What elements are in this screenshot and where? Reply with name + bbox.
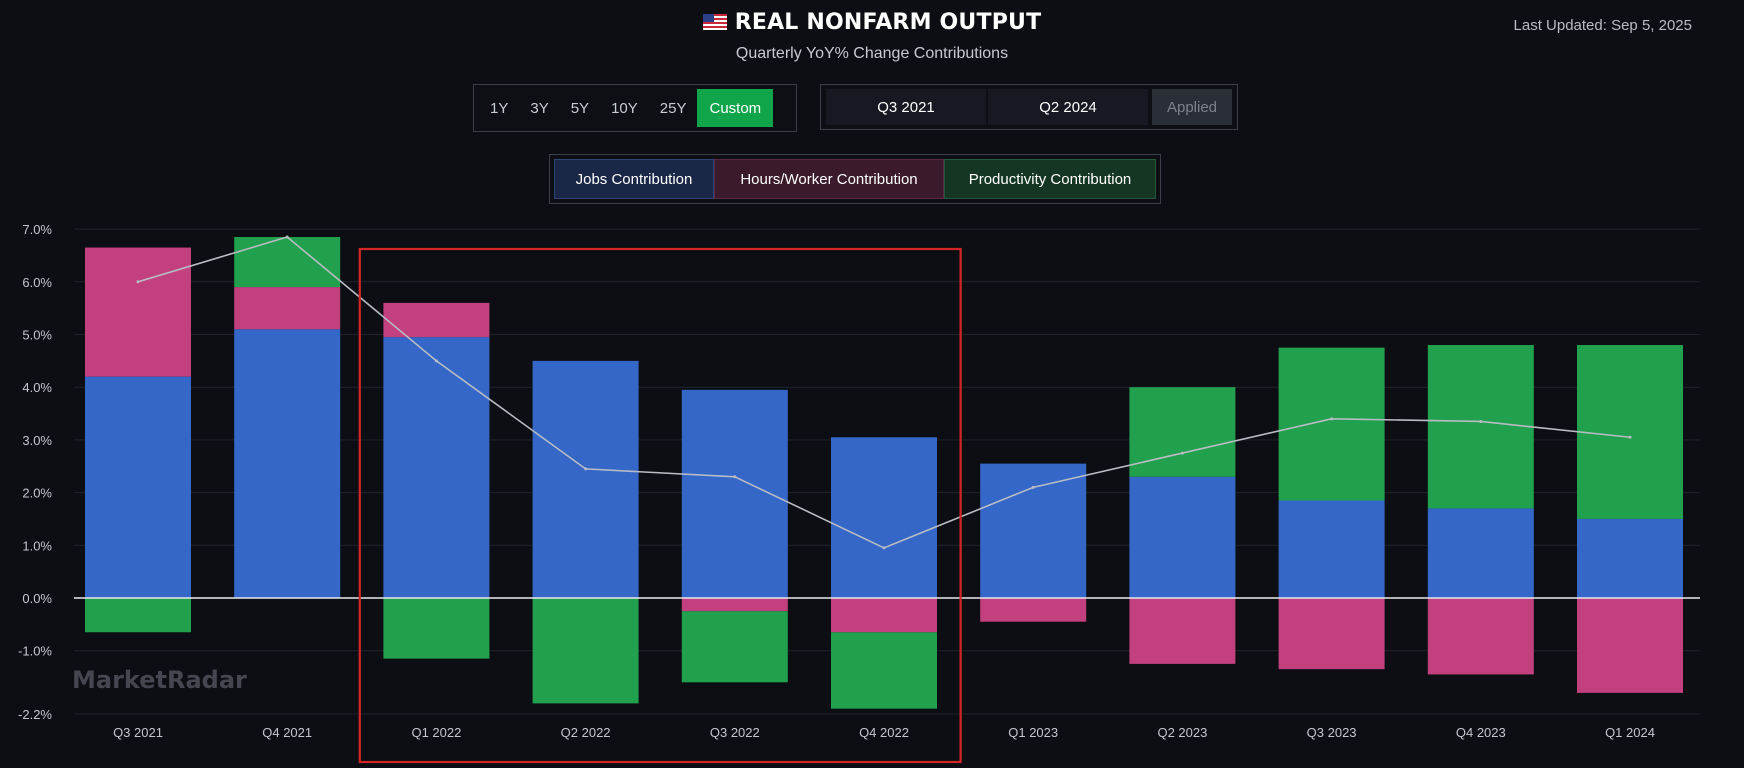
- total-output-point: [1180, 451, 1184, 455]
- bar-productivity: [383, 598, 490, 659]
- watermark: MarketRadar: [72, 666, 247, 694]
- total-output-point: [1628, 435, 1632, 439]
- x-tick-label: Q3 2022: [710, 725, 760, 740]
- bar-productivity: [1278, 347, 1385, 501]
- bar-hours: [1129, 598, 1236, 664]
- y-tick-label: 0.0%: [22, 591, 52, 606]
- x-tick-label: Q1 2023: [1008, 725, 1058, 740]
- bar-productivity: [234, 237, 341, 288]
- legend-hours-toggle[interactable]: Hours/Worker Contribution: [714, 159, 944, 199]
- y-tick-label: 5.0%: [22, 328, 52, 343]
- total-output-point: [1330, 417, 1334, 421]
- chart-header: REAL NONFARM OUTPUT Quarterly YoY% Chang…: [0, 10, 1744, 63]
- x-tick-label: Q3 2021: [113, 725, 163, 740]
- bar-productivity: [85, 598, 191, 633]
- x-tick-label: Q2 2023: [1157, 725, 1207, 740]
- bar-jobs: [85, 376, 191, 598]
- x-tick-label: Q4 2022: [859, 725, 909, 740]
- bar-productivity: [1129, 387, 1236, 477]
- bar-jobs: [1129, 476, 1236, 598]
- highlight-box: [358, 247, 962, 764]
- y-tick-label: -1.0%: [18, 644, 52, 659]
- total-output-point: [285, 235, 289, 239]
- bar-hours: [1427, 598, 1534, 675]
- range-custom-button[interactable]: Custom: [697, 89, 774, 127]
- range-selector: 1Y 3Y 5Y 10Y 25Y Custom: [473, 84, 797, 132]
- title-text: REAL NONFARM OUTPUT: [734, 10, 1042, 35]
- range-10y-button[interactable]: 10Y: [611, 99, 638, 117]
- x-tick-label: Q4 2023: [1456, 725, 1506, 740]
- bar-jobs: [532, 360, 639, 598]
- bar-hours: [681, 598, 788, 612]
- range-1y-button[interactable]: 1Y: [490, 99, 509, 117]
- x-tick-label: Q4 2021: [262, 725, 312, 740]
- bar-jobs: [1427, 508, 1534, 598]
- y-tick-label: 4.0%: [22, 380, 52, 395]
- total-output-point: [733, 475, 737, 479]
- bar-productivity: [831, 632, 937, 709]
- applied-button[interactable]: Applied: [1152, 89, 1232, 125]
- total-output-point: [136, 280, 140, 284]
- bar-productivity: [681, 611, 788, 683]
- bar-hours: [831, 598, 937, 633]
- bar-productivity: [1427, 345, 1534, 509]
- range-25y-button[interactable]: 25Y: [659, 99, 687, 117]
- start-date-field[interactable]: Q3 2021: [826, 89, 986, 125]
- end-date-field[interactable]: Q2 2024: [988, 89, 1148, 125]
- total-output-point: [882, 546, 886, 550]
- bar-hours: [383, 302, 490, 338]
- bar-jobs: [1577, 518, 1683, 598]
- y-tick-label: -2.2%: [18, 707, 52, 722]
- total-output-point: [1031, 485, 1035, 489]
- x-tick-label: Q1 2022: [411, 725, 461, 740]
- legend-jobs-toggle[interactable]: Jobs Contribution: [554, 159, 714, 199]
- series-legend: Jobs Contribution Hours/Worker Contribut…: [549, 154, 1161, 204]
- x-tick-label: Q1 2024: [1605, 725, 1655, 740]
- bar-hours: [980, 598, 1087, 622]
- bar-hours: [85, 247, 191, 377]
- total-output-point: [584, 467, 588, 471]
- y-tick-label: 6.0%: [22, 275, 52, 290]
- y-tick-label: 3.0%: [22, 433, 52, 448]
- page-title: REAL NONFARM OUTPUT: [0, 10, 1744, 35]
- bar-jobs: [980, 463, 1087, 598]
- us-flag-icon: [702, 14, 727, 30]
- total-output-point: [1479, 419, 1483, 423]
- bar-hours: [1577, 598, 1683, 693]
- total-output-point: [434, 359, 438, 363]
- x-tick-label: Q3 2023: [1307, 725, 1357, 740]
- legend-productivity-toggle[interactable]: Productivity Contribution: [944, 159, 1156, 199]
- bar-productivity: [1577, 345, 1683, 519]
- bar-productivity: [532, 598, 639, 704]
- bar-hours: [234, 287, 341, 330]
- range-3y-button[interactable]: 3Y: [530, 99, 549, 117]
- bar-jobs: [234, 329, 341, 598]
- last-updated: Last Updated: Sep 5, 2025: [1513, 17, 1692, 34]
- y-tick-label: 7.0%: [22, 222, 52, 237]
- range-5y-button[interactable]: 5Y: [570, 99, 590, 117]
- y-tick-label: 2.0%: [22, 486, 52, 501]
- page-subtitle: Quarterly YoY% Change Contributions: [735, 45, 1009, 62]
- bar-jobs: [831, 437, 937, 598]
- x-tick-label: Q2 2022: [561, 725, 611, 740]
- bar-jobs: [1278, 500, 1385, 598]
- bar-hours: [1278, 598, 1385, 670]
- bar-jobs: [383, 337, 490, 598]
- y-tick-label: 1.0%: [22, 538, 52, 553]
- custom-date-range: Q3 2021 Q2 2024 Applied: [820, 84, 1238, 130]
